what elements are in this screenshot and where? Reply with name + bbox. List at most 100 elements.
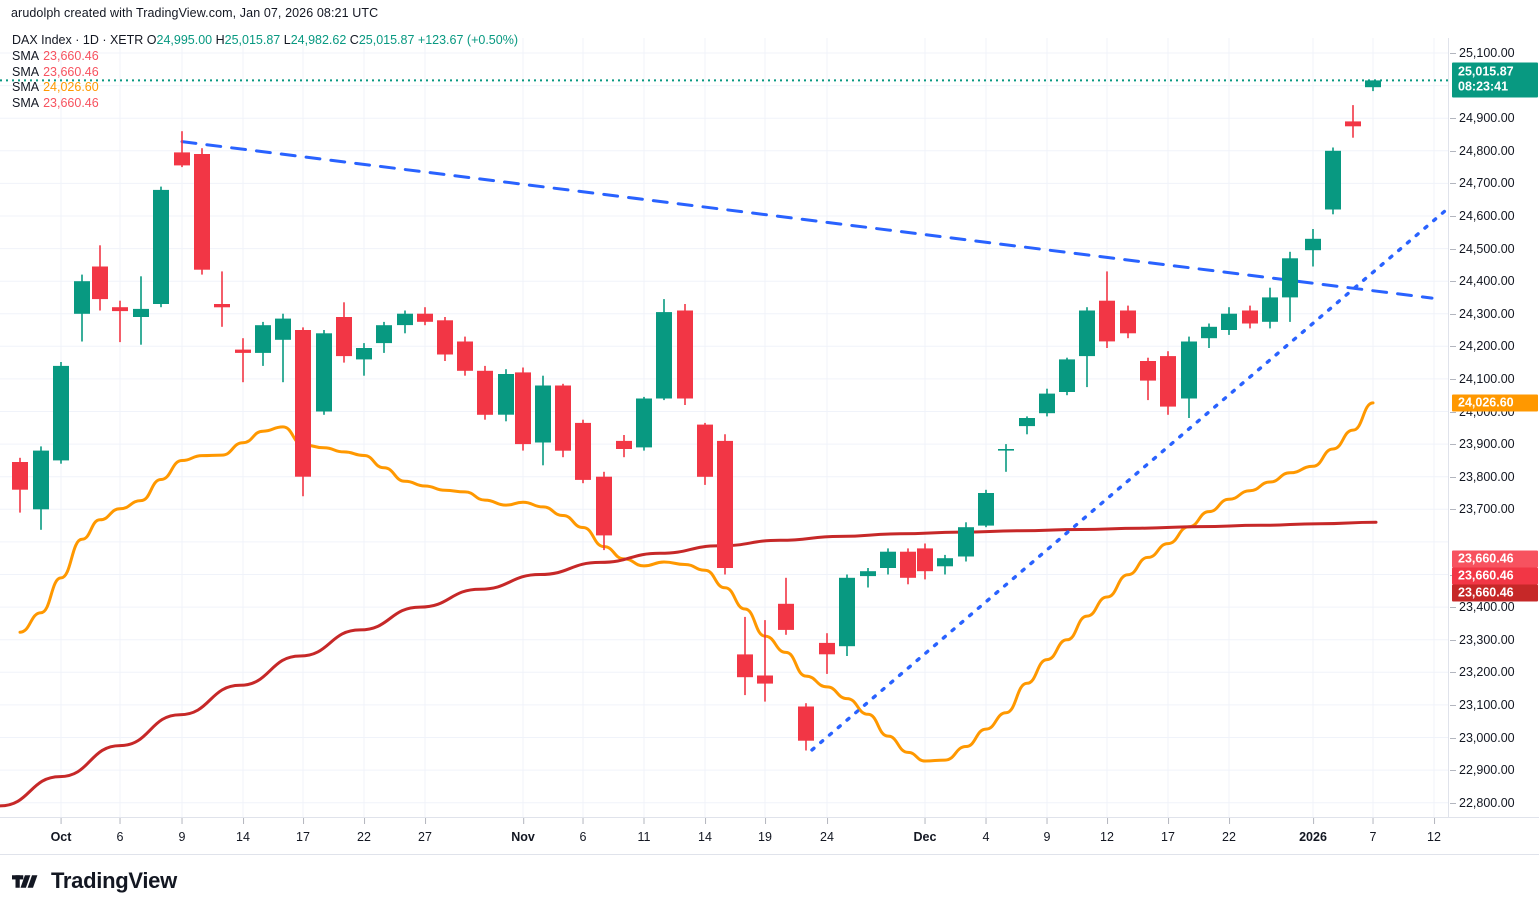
candlestick[interactable] — [336, 302, 352, 363]
legend-indicator-row[interactable]: SMA 23,660.46 — [12, 49, 518, 65]
candlestick[interactable] — [194, 148, 210, 275]
candlestick[interactable] — [1282, 251, 1298, 322]
candlestick[interactable] — [53, 362, 69, 464]
candlestick[interactable] — [1242, 305, 1258, 329]
candlestick[interactable] — [295, 327, 311, 497]
candle-body — [978, 493, 994, 526]
time-axis-tick: 6 — [580, 818, 586, 844]
sma-price-badge[interactable]: 24,026.60 — [1452, 394, 1538, 412]
candlestick[interactable] — [235, 338, 251, 383]
candle-body — [677, 310, 693, 399]
candle-body — [1242, 310, 1258, 324]
candlestick[interactable] — [937, 554, 953, 575]
time-axis-tick: 22 — [1222, 818, 1236, 844]
candlestick[interactable] — [717, 434, 733, 575]
trendline-segment[interactable] — [810, 208, 1448, 752]
price-scale[interactable]: 25,100.00 24,900.00 24,800.00 24,700.00 24,6… — [1448, 38, 1539, 817]
candlestick[interactable] — [1160, 351, 1176, 415]
candlestick[interactable] — [316, 330, 332, 415]
candlestick[interactable] — [498, 369, 514, 422]
tradingview-wordmark: TradingView — [51, 868, 177, 893]
candlestick[interactable] — [214, 271, 230, 327]
resistance-trendline[interactable] — [180, 140, 1434, 300]
time-scale[interactable]: Oct 6 9 14 17 22 27 Nov 6 11 14 19 24 Dec 4 9 12 17 22 2026… — [0, 817, 1539, 855]
candlestick[interactable] — [596, 471, 612, 551]
candlestick[interactable] — [1140, 357, 1156, 401]
candlestick[interactable] — [958, 522, 974, 562]
candlestick[interactable] — [819, 633, 835, 674]
candlestick[interactable] — [1345, 105, 1361, 138]
candlestick[interactable] — [1099, 271, 1115, 348]
tradingview-logo[interactable]: TradingView — [12, 868, 177, 894]
candlestick[interactable] — [917, 543, 933, 580]
candlestick[interactable] — [417, 307, 433, 326]
candlestick[interactable] — [112, 300, 128, 343]
candlestick[interactable] — [356, 343, 372, 376]
candlestick[interactable] — [92, 245, 108, 311]
price-axis-tick: 24,900.00 — [1450, 111, 1515, 125]
candlestick[interactable] — [839, 574, 855, 657]
candlestick[interactable] — [457, 336, 473, 376]
candlestick[interactable] — [153, 186, 169, 308]
candlestick[interactable] — [880, 548, 896, 575]
candlestick[interactable] — [535, 375, 551, 466]
chart-canvas[interactable] — [0, 38, 1448, 817]
legend-indicator-row[interactable]: SMA 24,026.60 — [12, 80, 518, 96]
candlestick[interactable] — [677, 304, 693, 405]
sma-price-badge[interactable]: 23,660.46 — [1452, 584, 1538, 602]
candlestick[interactable] — [1325, 147, 1341, 215]
candlestick[interactable] — [555, 383, 571, 458]
legend-indicator-row[interactable]: SMA 23,660.46 — [12, 96, 518, 112]
candlestick[interactable] — [74, 274, 90, 342]
candlestick[interactable] — [978, 489, 994, 528]
candlestick[interactable] — [275, 313, 291, 383]
candlestick[interactable] — [900, 548, 916, 585]
legend-low-value: 24,982.62 — [290, 33, 347, 47]
candle-body — [860, 571, 876, 577]
legend-symbol[interactable]: DAX Index · 1D · XETR — [12, 33, 144, 47]
candlestick[interactable] — [697, 422, 713, 485]
candlestick[interactable] — [737, 616, 753, 696]
candlestick[interactable] — [798, 703, 814, 751]
candlestick[interactable] — [998, 444, 1014, 472]
trendline-segment[interactable] — [180, 140, 1434, 300]
candlestick[interactable] — [397, 310, 413, 334]
last-price-badge[interactable]: 25,015.87 08:23:41 — [1452, 62, 1538, 98]
time-tick-dash — [827, 818, 828, 824]
candlestick[interactable] — [133, 276, 149, 345]
candlestick[interactable] — [1365, 80, 1381, 92]
candlestick[interactable] — [1181, 336, 1197, 418]
candlestick[interactable] — [1120, 305, 1136, 339]
candlestick[interactable] — [255, 321, 271, 366]
candlestick[interactable] — [860, 568, 876, 588]
candlestick[interactable] — [33, 446, 49, 530]
candlestick[interactable] — [616, 435, 632, 458]
candlestick[interactable] — [1262, 287, 1278, 329]
candlestick[interactable] — [778, 577, 794, 635]
candlestick[interactable] — [575, 419, 591, 484]
candlestick[interactable] — [477, 365, 493, 420]
candlestick[interactable] — [757, 620, 773, 702]
candlestick[interactable] — [437, 317, 453, 361]
candlestick[interactable] — [1039, 388, 1055, 417]
sma-price-badge[interactable]: 23,660.46 — [1452, 550, 1538, 568]
candlestick[interactable] — [1079, 307, 1095, 388]
candlestick[interactable] — [1221, 307, 1237, 335]
candlestick[interactable] — [636, 396, 652, 451]
candlestick[interactable] — [1305, 229, 1321, 267]
candle-body — [937, 558, 953, 567]
candlestick[interactable] — [1201, 323, 1217, 349]
legend-high-value: 25,015.87 — [224, 33, 281, 47]
candlestick[interactable] — [12, 457, 28, 513]
support-trendline[interactable] — [810, 208, 1448, 752]
candlestick[interactable] — [1059, 357, 1075, 396]
chart-plot-area[interactable] — [0, 38, 1448, 817]
legend-indicator-row[interactable]: SMA 23,660.46 — [12, 65, 518, 81]
candlestick[interactable] — [656, 299, 672, 401]
sma-price-badge[interactable]: 23,660.46 — [1452, 567, 1538, 585]
candlestick[interactable] — [515, 367, 531, 451]
candlestick[interactable] — [1019, 416, 1035, 435]
candlestick[interactable] — [376, 321, 392, 353]
candlestick[interactable] — [174, 131, 190, 168]
candlestick-series[interactable] — [12, 80, 1381, 751]
